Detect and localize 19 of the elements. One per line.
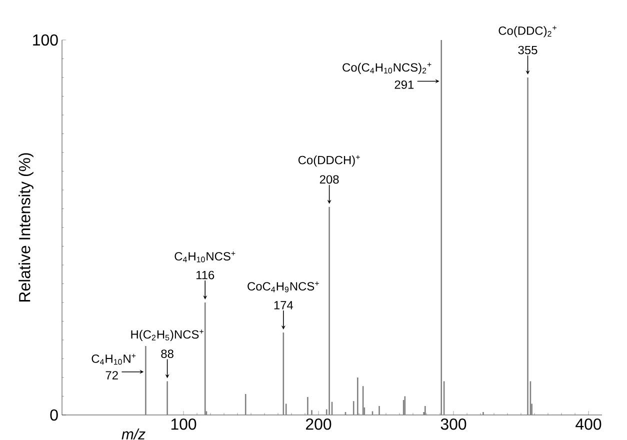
annotation: 291 [394,80,414,89]
annotation: 72 [106,371,118,380]
annotation: H(C$_{2}$H$_{5}$)NCS$^{+}$ [131,330,204,342]
y-axis-title: Relative Intensity (%) [18,153,34,302]
x-tick-label: 100 [171,418,196,430]
y-tick-label: 0 [50,409,58,421]
annotation: Co(DDCH)$^{+}$ [298,155,360,167]
annotation: 116 [196,270,214,280]
annotation: C$_{4}$H$_{10}$NCS$^{+}$ [174,251,236,262]
x-tick-label: 400 [576,418,602,430]
annotation: 208 [320,175,339,184]
annotation: C$_{4}$H$_{10}$N$^{+}$ [92,354,136,365]
annotation: 88 [161,350,174,358]
x-axis-title: m/z [122,428,146,440]
annotation: 355 [518,46,538,54]
annotation: CoC$_{4}$H$_{9}$NCS$^{+}$ [248,281,319,292]
annotation: 174 [274,301,294,310]
x-tick-label: 200 [306,418,332,430]
x-tick-label: 300 [440,418,466,430]
